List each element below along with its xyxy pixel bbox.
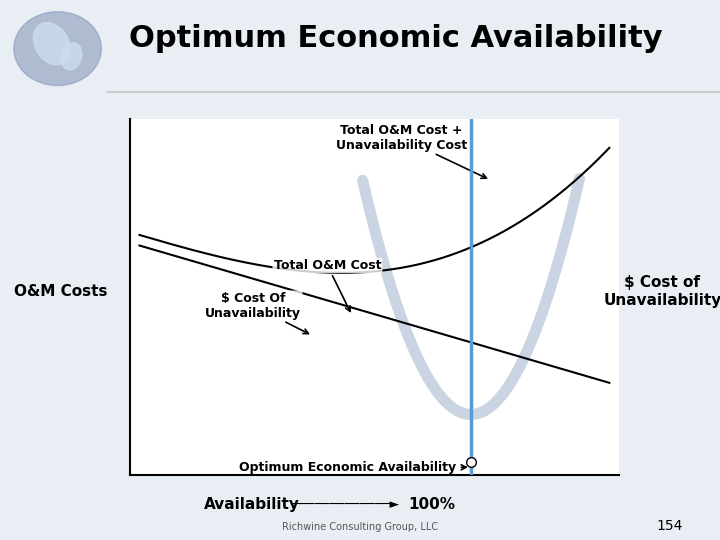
Ellipse shape [60, 43, 82, 70]
Text: $ Cost of
Unavailability: $ Cost of Unavailability [603, 275, 720, 308]
Ellipse shape [33, 23, 71, 65]
Text: Optimum Economic Availability: Optimum Economic Availability [129, 24, 663, 53]
Text: Total O&M Cost +
Unavailability Cost: Total O&M Cost + Unavailability Cost [336, 124, 487, 178]
Text: Availability: Availability [204, 497, 300, 512]
Text: ─────────────►: ─────────────► [292, 498, 399, 511]
Text: 154: 154 [657, 519, 683, 534]
Text: O&M Costs: O&M Costs [14, 284, 108, 299]
Text: $ Cost Of
Unavailability: $ Cost Of Unavailability [205, 292, 308, 334]
Text: Optimum Economic Availability: Optimum Economic Availability [238, 461, 466, 474]
Text: 100%: 100% [408, 497, 456, 512]
Text: Richwine Consulting Group, LLC: Richwine Consulting Group, LLC [282, 522, 438, 531]
Circle shape [14, 12, 102, 85]
Text: Total O&M Cost: Total O&M Cost [274, 259, 381, 312]
